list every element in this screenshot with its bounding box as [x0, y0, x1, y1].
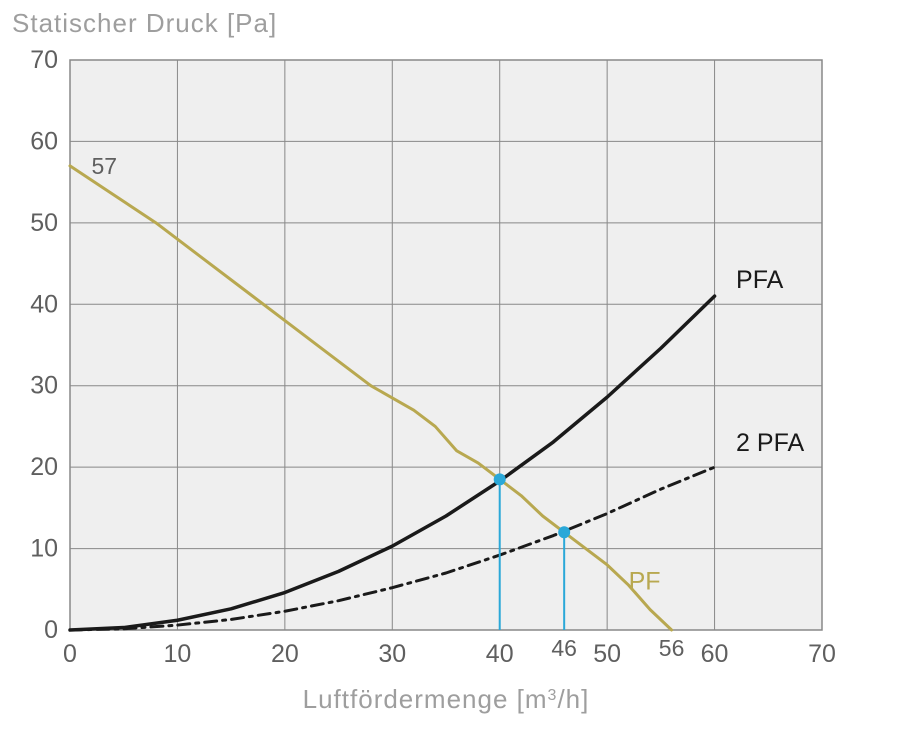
series-label-pfa: PFA	[736, 266, 784, 294]
x-tick-label: 50	[593, 640, 621, 668]
x-tick-label: 10	[164, 640, 192, 668]
x-tick-label: 0	[63, 640, 77, 668]
x-tick-label: 70	[808, 640, 836, 668]
y-tick-label: 60	[30, 127, 58, 155]
annotation-label: 57	[91, 153, 117, 179]
intersection-marker	[494, 473, 506, 485]
x-tick-label: 30	[378, 640, 406, 668]
pressure-flow-chart: Statischer Druck [Pa] 0 10 20 30 40 50 60 70 0 10 2…	[0, 0, 922, 730]
y-tick-label: 70	[30, 46, 58, 74]
intersection-marker	[558, 526, 570, 538]
y-tick-label: 20	[30, 453, 58, 481]
x-axis-title: Luftfördermenge [m3/h]	[303, 684, 590, 714]
y-tick-label: 50	[30, 209, 58, 237]
x-tick-label: 60	[701, 640, 729, 668]
series-label-2pfa: 2 PFA	[736, 429, 804, 457]
annotation-label: 46	[551, 635, 577, 661]
annotation-label: 56	[659, 635, 685, 661]
y-tick-label: 30	[30, 372, 58, 400]
y-tick-label: 10	[30, 535, 58, 563]
plot-area	[70, 60, 822, 630]
y-tick-label: 40	[30, 290, 58, 318]
y-tick-label: 0	[44, 616, 58, 644]
x-tick-label: 40	[486, 640, 514, 668]
x-tick-label: 20	[271, 640, 299, 668]
series-label-pf: PF	[629, 567, 661, 595]
y-axis-title: Statischer Druck [Pa]	[12, 8, 277, 38]
